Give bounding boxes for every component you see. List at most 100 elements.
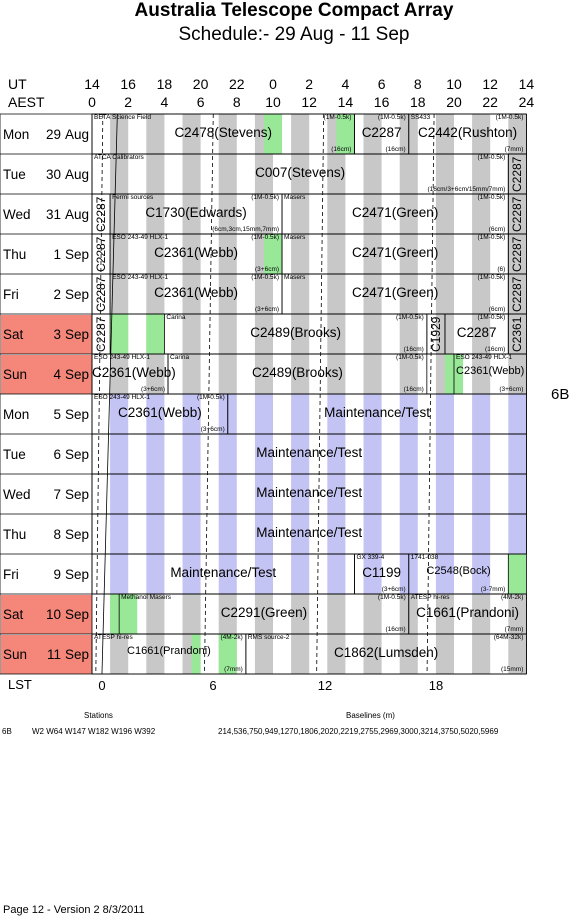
day-num: 5: [53, 406, 61, 422]
day-mon: Sep: [65, 606, 90, 622]
time-stripe: [110, 434, 129, 474]
block-label: C1199: [362, 565, 401, 580]
time-stripe: [110, 234, 129, 274]
block-br: (7mm): [504, 626, 524, 633]
time-stripe: [363, 474, 382, 514]
time-stripe: [182, 474, 201, 514]
schedule-block: C2287: [92, 274, 110, 314]
time-stripe: [218, 314, 237, 354]
block-tr: (1M-0.5k): [396, 314, 424, 321]
block-vertical-label: C1929: [428, 316, 443, 352]
day-mon: Sep: [65, 646, 90, 662]
time-stripe: [472, 474, 491, 514]
block-br: (3+6cm): [140, 386, 166, 393]
time-stripe: [291, 354, 310, 394]
time-stripe: [327, 474, 346, 514]
time-stripe: [363, 354, 382, 394]
block-tl: SS433: [410, 114, 431, 121]
aest-tick: 10: [265, 94, 281, 110]
block-label: C2478(Stevens): [174, 125, 272, 140]
aest-tick: 14: [337, 94, 354, 110]
time-stripe: [472, 594, 491, 634]
day-dow: Sun: [3, 366, 28, 382]
day-dow: Thu: [3, 526, 27, 542]
day-dow: Wed: [3, 206, 31, 222]
time-stripe: [327, 554, 346, 594]
day-label: Wed 31 Aug: [3, 194, 91, 234]
schedule-block: C2287: [508, 234, 526, 274]
time-stripe: [327, 514, 346, 554]
block-tl: Carina: [166, 314, 186, 321]
time-stripe: [327, 154, 346, 194]
time-stripe: [508, 114, 527, 154]
time-stripe: [399, 194, 418, 234]
weekend-highlight: [1, 355, 92, 394]
time-stripe: [146, 274, 165, 314]
block-tl: ATCA Calibrators: [94, 154, 144, 161]
time-stripe: [363, 314, 382, 354]
lst-label: LST: [8, 677, 32, 692]
day-num: 10: [45, 606, 61, 622]
block-tr: (4M-2k): [501, 594, 524, 601]
time-stripe: [146, 514, 165, 554]
day-mon: Sep: [65, 566, 90, 582]
block-tl: Carina: [170, 354, 190, 361]
block-vertical-label: C2287: [510, 196, 525, 232]
time-stripe: [291, 474, 310, 514]
block-tr: (1M-0.5k): [477, 154, 506, 161]
time-stripe: [291, 274, 310, 314]
time-stripe: [327, 354, 346, 394]
lst-line: [316, 113, 325, 675]
array-config: 6B: [551, 386, 570, 403]
schedule-block: C007(Stevens) ATCA Calibrators (1M-0.5k) (1…: [92, 154, 508, 194]
time-stripe: [399, 394, 418, 434]
stations-title: Stations: [84, 711, 113, 720]
block-label: C2361(Webb): [154, 285, 238, 300]
day-label: Sun 4 Sep: [3, 354, 91, 394]
time-stripe: [472, 114, 491, 154]
schedule-block: C2361(Webb) ESO 243-49 HLX-1 (3+6cm): [92, 354, 176, 394]
time-stripe: [146, 474, 165, 514]
time-stripe: [363, 194, 382, 234]
page-subtitle: Schedule:- 29 Aug - 11 Sep: [178, 24, 410, 45]
schedule-block: C2287: [508, 194, 526, 234]
block-tl: ATESP hi-res: [410, 594, 450, 601]
ut-tick: 4: [341, 76, 350, 92]
time-stripe: [508, 394, 527, 434]
time-stripe: [254, 634, 273, 674]
aest-tick: 16: [373, 94, 390, 110]
block-label: C1661(Prandoni): [416, 605, 519, 620]
aest-tick: 0: [88, 94, 96, 110]
aest-tick: 22: [482, 94, 498, 110]
time-stripe: [435, 514, 454, 554]
time-stripe: [182, 154, 201, 194]
time-stripe: [146, 594, 165, 634]
time-stripe: [110, 154, 129, 194]
time-stripe: [182, 114, 201, 154]
block-label: C1730(Edwards): [145, 205, 247, 220]
ut-tick: 22: [229, 76, 245, 92]
schedule-block: C1661(Prandoni) ATESP hi-res (4M-2k) (7mm): [409, 594, 527, 634]
time-stripe: [508, 234, 527, 274]
time-stripe: [218, 434, 237, 474]
time-stripe: [435, 194, 454, 234]
time-stripe: [110, 114, 129, 154]
block-tr: (1M-0.5k): [477, 194, 506, 201]
time-stripe: [146, 554, 165, 594]
time-stripe: [182, 354, 201, 394]
lst-line: [95, 113, 104, 675]
block-label: C2489(Brooks): [252, 365, 343, 380]
block-label: Maintenance/Test: [256, 485, 363, 500]
ut-tick: 14: [84, 76, 100, 92]
block-tr: (1M-0.5k): [377, 594, 406, 601]
day-label: Fri 9 Sep: [3, 554, 91, 594]
free-slot: [263, 234, 283, 274]
time-stripe: [218, 234, 237, 274]
time-stripe: [327, 594, 346, 634]
block-br: (16cm): [385, 626, 406, 633]
weekend-highlight: [1, 315, 92, 354]
time-stripe: [110, 554, 129, 594]
free-slot: [508, 554, 527, 594]
time-stripe: [363, 394, 382, 434]
